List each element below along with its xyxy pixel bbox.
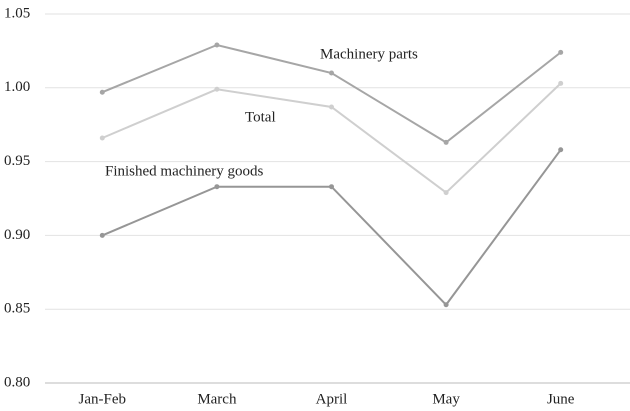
- y-tick-label: 0.80: [4, 374, 30, 390]
- y-tick-label: 1.05: [4, 5, 30, 21]
- data-point: [99, 135, 105, 141]
- y-tick-label: 0.95: [4, 153, 30, 169]
- data-point: [558, 80, 564, 86]
- series-label: Machinery parts: [320, 46, 418, 62]
- data-point: [329, 184, 334, 190]
- data-point: [214, 184, 220, 190]
- y-tick-label: 0.90: [4, 227, 30, 243]
- x-tick-label: April: [316, 391, 348, 407]
- data-point: [443, 302, 449, 308]
- data-point: [214, 42, 220, 48]
- x-tick-label: June: [547, 391, 575, 407]
- data-point: [558, 49, 564, 55]
- series-label: Total: [245, 109, 276, 125]
- data-point: [99, 89, 105, 95]
- y-tick-label: 1.00: [4, 79, 30, 95]
- x-tick-label: March: [197, 391, 237, 407]
- x-tick-label: May: [432, 391, 460, 407]
- data-point: [329, 104, 334, 110]
- x-tick-label: Jan-Feb: [79, 391, 127, 407]
- data-point: [443, 190, 449, 196]
- y-tick-label: 0.85: [4, 301, 30, 317]
- data-point: [558, 147, 564, 153]
- data-point: [329, 70, 334, 76]
- series-label: Finished machinery goods: [105, 163, 263, 179]
- data-point: [443, 139, 449, 145]
- data-point: [214, 86, 220, 92]
- data-point: [99, 232, 105, 238]
